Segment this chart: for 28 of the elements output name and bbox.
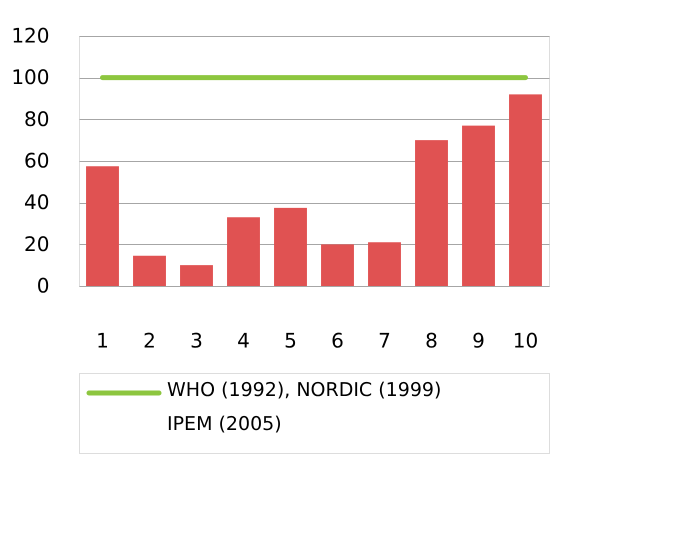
bar <box>133 256 166 286</box>
y-tick-label: 20 <box>24 232 50 256</box>
y-tick-label: 60 <box>24 148 50 172</box>
y-tick-label: 40 <box>24 190 50 214</box>
y-tick-label: 100 <box>11 65 50 90</box>
y-tick-label: 0 <box>36 274 50 298</box>
x-tick-label: 1 <box>96 328 109 352</box>
bar <box>227 217 260 286</box>
bar <box>321 244 354 286</box>
bar <box>509 94 542 286</box>
bar <box>274 208 307 286</box>
bar <box>415 140 448 286</box>
x-tick-label: 7 <box>378 328 391 352</box>
legend-label: WHO (1992), NORDIC (1999) IPEM (2005) <box>167 379 442 435</box>
x-tick-label: 4 <box>237 328 250 352</box>
x-tick-label: 2 <box>143 328 156 352</box>
bar <box>86 166 119 286</box>
x-tick-label: 8 <box>425 328 438 352</box>
bar <box>462 126 495 286</box>
y-tick-label: 120 <box>11 24 50 48</box>
y-tick-label: 80 <box>24 106 50 131</box>
x-tick-label: 6 <box>331 328 344 352</box>
bar <box>180 265 213 286</box>
x-tick-label: 10 <box>512 328 538 352</box>
x-tick-label: 5 <box>284 328 297 352</box>
x-tick-label: 9 <box>472 328 485 352</box>
x-tick-label: 3 <box>190 328 203 352</box>
bar <box>368 242 401 286</box>
